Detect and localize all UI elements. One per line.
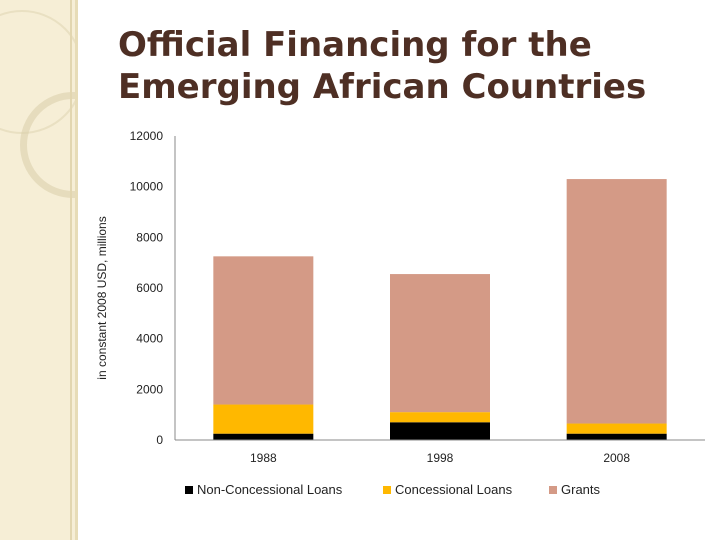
legend-label-concessional: Concessional Loans [395, 482, 513, 497]
bar-concessional-1998 [390, 412, 490, 423]
y-axis-tick-labels: 0 2000 4000 6000 8000 10000 12000 [130, 129, 164, 447]
bar-grants-1998 [390, 274, 490, 413]
bar-grants-2008 [566, 179, 667, 424]
bar-concessional-1988 [213, 404, 314, 434]
y-tick-label: 8000 [136, 230, 163, 244]
bar-grants-1988 [213, 256, 314, 405]
bar-non-concessional-2008 [566, 433, 667, 440]
legend-swatch-non-concessional [185, 485, 193, 494]
bar-concessional-2008 [566, 423, 667, 434]
decorative-line [70, 0, 72, 540]
y-tick-label: 0 [156, 433, 163, 447]
legend-label-non-concessional: Non-Concessional Loans [197, 482, 343, 497]
legend-item-concessional: Concessional Loans [383, 482, 512, 497]
y-tick-label: 12000 [130, 129, 164, 143]
y-tick-label: 10000 [130, 180, 164, 194]
y-tick-label: 6000 [136, 281, 163, 295]
bar-non-concessional-1988 [213, 433, 314, 440]
x-axis-tick-labels: 1988 1998 2008 [250, 451, 630, 465]
legend-item-grants: Grants [549, 482, 600, 497]
y-axis-title: in constant 2008 USD, millions [95, 216, 109, 379]
legend-item-non-concessional: Non-Concessional Loans [185, 482, 342, 497]
x-tick-label: 1988 [250, 451, 277, 465]
y-tick-label: 2000 [136, 382, 163, 396]
y-tick-label: 4000 [136, 332, 163, 346]
slide-title: Official Financing for the Emerging Afri… [118, 25, 647, 107]
legend-label-grants: Grants [561, 482, 601, 497]
bar-series-group [213, 179, 667, 440]
decorative-side-panel [0, 0, 78, 540]
legend-swatch-concessional [383, 485, 391, 494]
x-tick-label: 2008 [603, 451, 630, 465]
chart-legend: Non-Concessional Loans Concessional Loan… [185, 482, 625, 500]
x-tick-label: 1998 [427, 451, 454, 465]
legend-swatch-grants [549, 485, 557, 494]
bar-non-concessional-1998 [390, 422, 490, 440]
